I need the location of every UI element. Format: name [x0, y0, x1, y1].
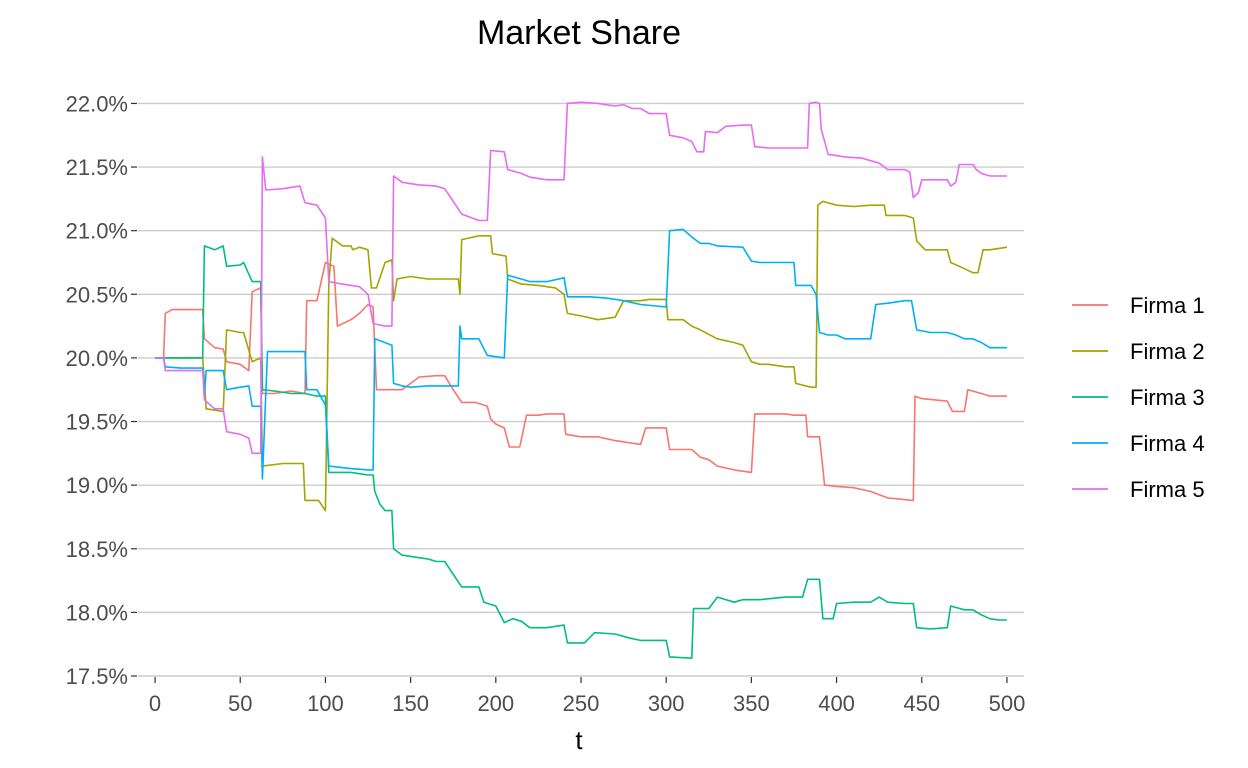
- series-line-3: [155, 245, 1007, 660]
- y-tick-label: 18.5%: [66, 537, 128, 562]
- y-tick-label: 20.5%: [66, 282, 128, 307]
- series-line-1: [155, 261, 1007, 502]
- x-tick-label: 100: [307, 691, 344, 716]
- chart-title: Market Share: [477, 14, 681, 52]
- legend: Firma 1 Firma 2 Firma 3 Firma 4 Firma 5: [1072, 293, 1205, 502]
- y-tick-label: 21.0%: [66, 219, 128, 244]
- plot-area: [155, 101, 1008, 660]
- legend-label-4: Firma 4: [1130, 431, 1205, 456]
- x-tick-label: 300: [648, 691, 685, 716]
- series-line-4: [155, 228, 1007, 480]
- x-tick-label: 450: [903, 691, 940, 716]
- x-axis: 0 50 100 150 200 250 300 350 400 450 500: [149, 677, 1025, 716]
- x-tick-label: 200: [477, 691, 514, 716]
- legend-label-5: Firma 5: [1130, 477, 1205, 502]
- y-tick-label: 22.0%: [66, 91, 128, 116]
- y-tick-label: 21.5%: [66, 155, 128, 180]
- x-tick-label: 50: [228, 691, 252, 716]
- x-tick-label: 0: [149, 691, 161, 716]
- x-tick-label: 400: [818, 691, 855, 716]
- gridlines: [138, 102, 1024, 677]
- legend-label-1: Firma 1: [1130, 293, 1205, 318]
- legend-label-3: Firma 3: [1130, 385, 1205, 410]
- legend-label-2: Firma 2: [1130, 339, 1205, 364]
- series-line-2: [155, 200, 1008, 512]
- y-tick-label: 19.0%: [66, 473, 128, 498]
- y-tick-label: 17.5%: [66, 664, 128, 689]
- x-tick-label: 150: [392, 691, 429, 716]
- y-tick-label: 19.5%: [66, 410, 128, 435]
- x-tick-label: 500: [989, 691, 1026, 716]
- y-axis: 17.5% 18.0% 18.5% 19.0% 19.5% 20.0% 20.5% 21.0%…: [66, 91, 137, 689]
- x-tick-label: 250: [563, 691, 600, 716]
- x-axis-title: t: [575, 725, 583, 755]
- series-line-5: [155, 101, 1007, 455]
- y-tick-label: 18.0%: [66, 600, 128, 625]
- x-tick-label: 350: [733, 691, 770, 716]
- y-tick-label: 20.0%: [66, 346, 128, 371]
